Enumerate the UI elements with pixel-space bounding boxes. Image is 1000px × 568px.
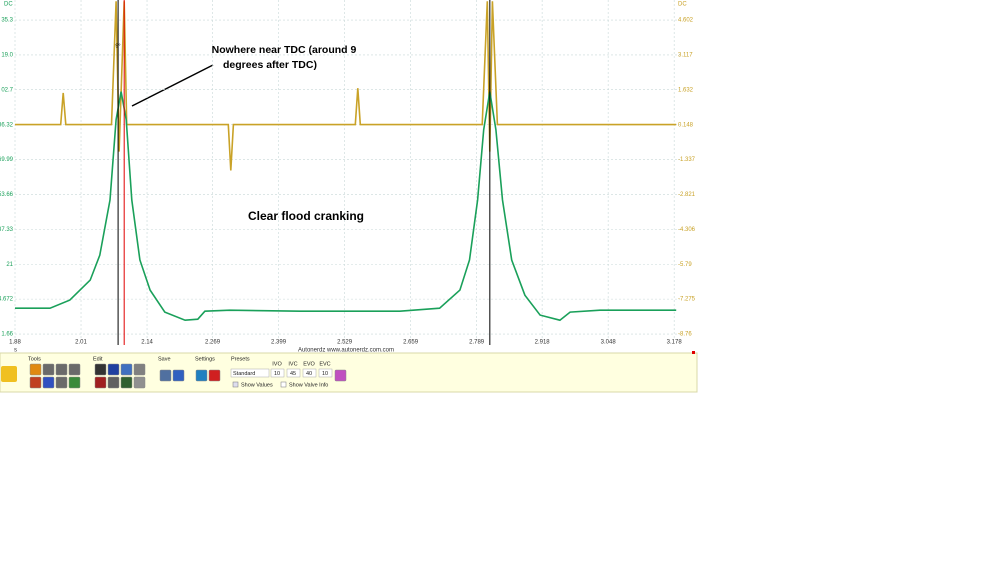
- valve-input[interactable]: [286, 368, 301, 378]
- checkbox-label: Show Values: [241, 382, 273, 388]
- preset-dropdown[interactable]: [230, 368, 270, 378]
- tool-button[interactable]: [195, 369, 208, 382]
- valve-value: 10: [322, 371, 328, 377]
- x-tick-label: 3.048: [601, 340, 617, 346]
- channel-label: DC: [678, 2, 687, 8]
- y2-tick-label: -8.76: [678, 332, 692, 338]
- y-tick-label: 53.66: [0, 192, 14, 198]
- tool-button[interactable]: [29, 363, 42, 376]
- tool-button[interactable]: [172, 369, 185, 382]
- tool-button[interactable]: [133, 363, 146, 376]
- tool-button[interactable]: [94, 363, 107, 376]
- y2-tick-label: -4.306: [678, 227, 696, 233]
- y2-tick-label: 1.632: [678, 87, 694, 93]
- tool-button[interactable]: [107, 376, 120, 389]
- x-unit: s: [14, 348, 17, 354]
- tool-button[interactable]: [42, 363, 55, 376]
- section-label: Settings: [195, 356, 215, 362]
- y-tick-label: 02.7: [1, 87, 13, 93]
- series-line: [15, 91, 677, 322]
- y-tick-label: 1.66: [1, 332, 13, 338]
- valve-value: 40: [306, 371, 312, 377]
- checkbox[interactable]: [280, 381, 287, 388]
- y2-tick-label: -1.337: [678, 157, 696, 163]
- x-tick-label: 2.399: [271, 340, 287, 346]
- valve-input[interactable]: [318, 368, 333, 378]
- back-button[interactable]: [1, 366, 17, 382]
- y-tick-label: 35.3: [1, 18, 13, 24]
- tool-button[interactable]: [94, 376, 107, 389]
- x-tick-label: 2.529: [337, 340, 353, 346]
- valve-value: 10: [274, 371, 280, 377]
- y2-tick-label: 4.602: [678, 18, 694, 24]
- annotation: Nowhere near TDC (around 9: [212, 44, 357, 56]
- tool-button[interactable]: [55, 363, 68, 376]
- x-tick-label: 2.01: [75, 340, 87, 346]
- y2-tick-label: 3.117: [678, 53, 693, 59]
- y2-tick-label: -2.821: [678, 192, 696, 198]
- annotation-pointer: [131, 64, 214, 107]
- tool-button[interactable]: [159, 369, 172, 382]
- preset-value: Standard: [233, 371, 255, 377]
- valve-header: IVC: [288, 361, 297, 367]
- footer: Autonerdz www.autonerdz.com.com: [298, 348, 394, 354]
- tool-button[interactable]: [120, 376, 133, 389]
- valve-header: EVC: [319, 361, 330, 367]
- checkbox-label: Show Valve Info: [289, 382, 328, 388]
- x-tick-label: 2.14: [141, 340, 153, 346]
- plot-area: [0, 0, 697, 345]
- y-tick-label: 37.33: [0, 227, 14, 233]
- y-tick-label: 69.99: [0, 157, 14, 163]
- tool-button[interactable]: [55, 376, 68, 389]
- valve-value: 45: [290, 371, 296, 377]
- y2-tick-label: -5.79: [678, 262, 692, 268]
- y2-tick-label: 0.148: [678, 122, 694, 128]
- tool-button[interactable]: [29, 376, 42, 389]
- valve-input[interactable]: [302, 368, 317, 378]
- section-label: Presets: [231, 356, 250, 362]
- channel-label: DC: [4, 2, 13, 8]
- tool-button[interactable]: [334, 369, 347, 382]
- tool-button[interactable]: [68, 376, 81, 389]
- x-tick-label: 2.918: [535, 340, 551, 346]
- valve-input[interactable]: [270, 368, 285, 378]
- valve-header: IVO: [272, 361, 282, 367]
- tool-button[interactable]: [68, 363, 81, 376]
- annotation: 9°: [115, 43, 120, 49]
- valve-header: EVO: [303, 361, 315, 367]
- y-tick-label: 86.32: [0, 122, 14, 128]
- tool-button[interactable]: [42, 376, 55, 389]
- x-tick-label: 2.269: [205, 340, 221, 346]
- tool-button[interactable]: [120, 363, 133, 376]
- y-tick-label: 21: [6, 262, 13, 268]
- x-tick-label: 1.88: [9, 340, 21, 346]
- y2-tick-label: -7.275: [678, 297, 696, 303]
- annotation: degrees after TDC): [223, 59, 317, 71]
- resize-marker: [692, 351, 695, 354]
- y-tick-label: 19.0: [1, 52, 13, 58]
- tool-button[interactable]: [133, 376, 146, 389]
- x-tick-label: 3.178: [667, 340, 683, 346]
- tool-button[interactable]: [208, 369, 221, 382]
- checkbox[interactable]: [232, 381, 239, 388]
- section-label: Save: [158, 356, 171, 362]
- x-tick-label: 2.659: [403, 340, 419, 346]
- section-label: Edit: [93, 356, 103, 362]
- section-label: Tools: [28, 356, 41, 362]
- annotation: Clear flood cranking: [248, 209, 364, 223]
- y-tick-label: 4.672: [0, 297, 14, 303]
- x-tick-label: 2.789: [469, 340, 485, 346]
- tool-button[interactable]: [107, 363, 120, 376]
